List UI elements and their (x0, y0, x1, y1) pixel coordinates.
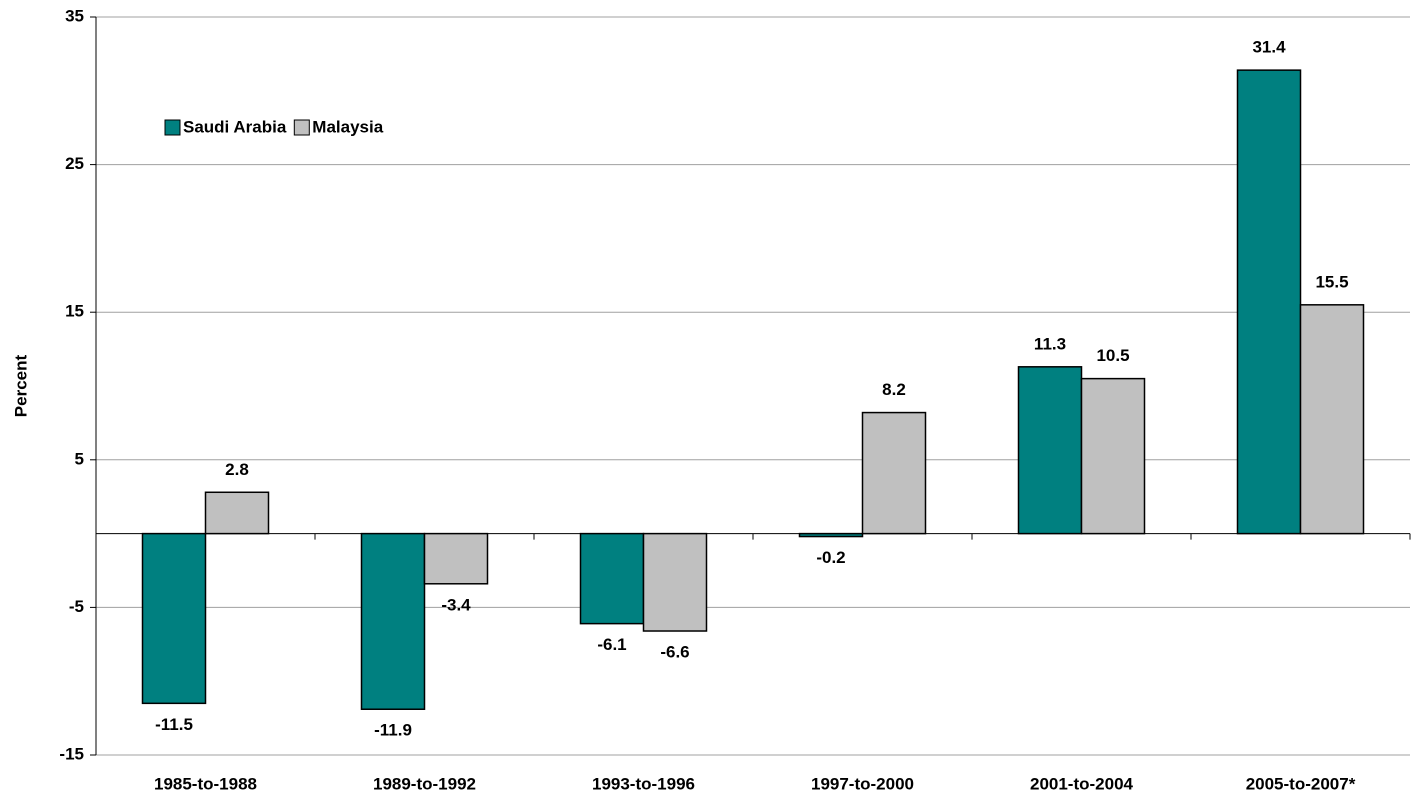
bar (360, 532, 426, 710)
x-tick-label: 1997-to-2000 (811, 774, 914, 793)
bar (642, 532, 708, 632)
y-tick-label: 15 (65, 302, 84, 321)
legend-swatch (164, 119, 181, 136)
data-label: 2.8 (225, 460, 249, 479)
data-label: -11.9 (374, 721, 412, 740)
bar (423, 532, 489, 585)
data-label: -6.1 (597, 635, 626, 654)
bar (141, 532, 207, 705)
x-tick-label: 2001-to-2004 (1030, 774, 1134, 793)
bar (1299, 304, 1365, 535)
y-tick-label: -5 (69, 597, 84, 616)
legend-label: Saudi Arabia (183, 117, 287, 136)
x-tick-label: 1993-to-1996 (592, 774, 695, 793)
x-tick-label: 1985-to-1988 (154, 774, 257, 793)
y-tick-label: -15 (59, 744, 84, 763)
y-tick-label: 5 (75, 449, 84, 468)
bar (1236, 69, 1302, 535)
legend-label: Malaysia (312, 117, 383, 136)
data-label: 11.3 (1034, 334, 1066, 353)
data-label: -3.4 (441, 595, 471, 614)
y-tick-label: 35 (65, 6, 84, 25)
bar (579, 532, 645, 625)
x-tick-label: 2005-to-2007* (1246, 774, 1356, 793)
legend-swatch (293, 119, 310, 136)
data-label: -11.5 (155, 715, 193, 734)
data-label: 31.4 (1252, 38, 1286, 57)
data-label: 10.5 (1096, 346, 1129, 365)
data-label: -6.6 (660, 643, 689, 662)
bar (204, 491, 270, 535)
y-axis-label: Percent (11, 354, 30, 417)
bar (861, 411, 927, 535)
bar (1080, 377, 1146, 535)
y-tick-label: 25 (65, 154, 84, 173)
bar (798, 532, 864, 538)
x-tick-label: 1989-to-1992 (373, 774, 476, 793)
data-label: 8.2 (882, 380, 906, 399)
bar (1017, 366, 1083, 535)
data-label: -0.2 (816, 548, 845, 567)
data-label: 15.5 (1315, 272, 1348, 291)
